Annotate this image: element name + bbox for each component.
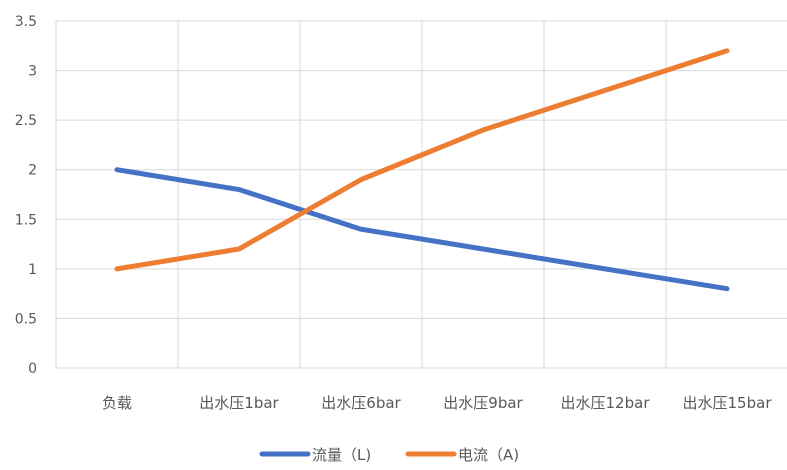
x-tick-label: 出水压9bar: [443, 394, 523, 412]
gridlines: [56, 21, 787, 368]
y-tick-label: 2: [28, 163, 37, 179]
y-tick-label: 3: [28, 64, 37, 80]
x-tick-label: 出水压12bar: [561, 394, 651, 412]
x-tick-label: 出水压6bar: [321, 394, 401, 412]
y-tick-label: 0.5: [15, 311, 37, 327]
x-axis-ticks: 负载 出水压1bar 出水压6bar 出水压9bar 出水压12bar 出水压15bar: [102, 394, 772, 412]
y-tick-label: 1.5: [15, 212, 37, 228]
x-tick-label: 出水压1bar: [199, 394, 279, 412]
y-axis-ticks: 0 0.5 1 1.5 2 2.5 3 3.5: [15, 14, 37, 377]
x-tick-label: 负载: [102, 394, 132, 412]
legend: 流量（L) 电流（A): [262, 446, 519, 464]
y-tick-label: 1: [28, 262, 37, 278]
x-tick-label: 出水压15bar: [683, 394, 773, 412]
legend-label-1: 电流（A): [458, 446, 519, 464]
y-tick-label: 2.5: [15, 113, 37, 129]
y-tick-label: 0: [28, 361, 37, 377]
y-tick-label: 3.5: [15, 14, 37, 30]
legend-label-0: 流量（L): [312, 446, 371, 464]
